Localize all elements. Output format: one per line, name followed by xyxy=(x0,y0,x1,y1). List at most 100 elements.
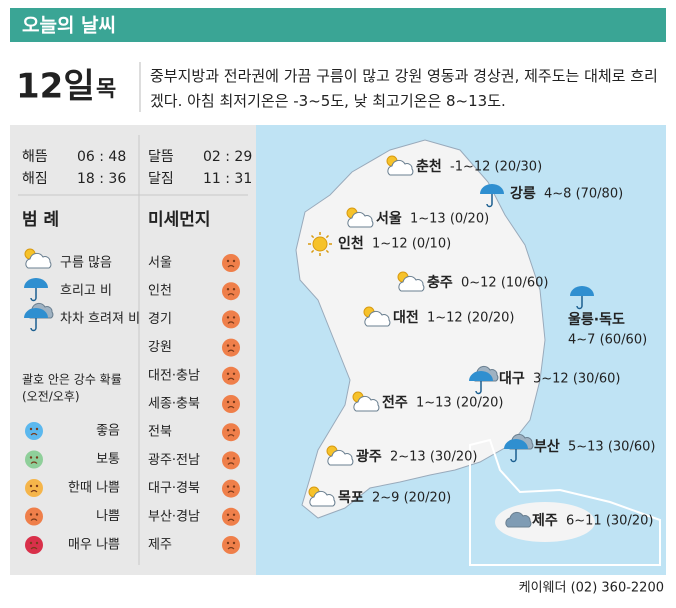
dust-region: 부산·경남 xyxy=(148,509,200,524)
face-eye xyxy=(29,541,33,545)
face-eye xyxy=(226,541,230,545)
legend-item: 차차 흐려져 비 xyxy=(60,312,140,327)
cloud-icon xyxy=(353,395,380,412)
face-mouth xyxy=(227,349,235,353)
face-eye xyxy=(232,485,236,488)
face-mouth xyxy=(30,432,38,436)
city-name: 제주 xyxy=(532,513,558,529)
dust-region: 경기 xyxy=(148,312,172,327)
face-mouth xyxy=(227,546,235,550)
city-name: 대구 xyxy=(499,371,525,387)
weekday: 목 xyxy=(96,77,116,102)
dust-face xyxy=(222,423,240,442)
city-forecast: 3~12 (30/60) xyxy=(533,372,620,387)
face-eye xyxy=(232,429,236,432)
time-value: 18 : 36 xyxy=(77,171,126,187)
region-border xyxy=(469,438,661,566)
city-forecast: 2~9 (20/20) xyxy=(372,491,451,506)
city-name: 충주 xyxy=(427,275,453,291)
time-label: 달짐 xyxy=(148,171,174,187)
cloud-icon xyxy=(309,490,336,507)
face-eye xyxy=(35,427,39,431)
face-mouth xyxy=(30,489,38,493)
face-mouth xyxy=(227,293,235,296)
umbrella-icon xyxy=(570,286,594,296)
face-eye xyxy=(29,484,33,488)
face-mouth xyxy=(227,518,235,522)
city-forecast: 1~13 (0/20) xyxy=(410,212,489,227)
korea-land xyxy=(295,139,546,519)
level-label: 매우 나쁨 xyxy=(68,538,120,553)
face-eye xyxy=(226,259,230,263)
sun-ray xyxy=(325,234,330,239)
city-name: 광주 xyxy=(356,448,382,465)
city-name: 인천 xyxy=(338,235,364,252)
face-mouth xyxy=(227,321,235,324)
dust-region: 제주 xyxy=(148,538,172,553)
face-eye xyxy=(29,456,33,459)
face-mouth xyxy=(227,434,235,437)
legend-note: 괄호 안은 강수 확률 xyxy=(22,373,122,387)
face-eye xyxy=(232,344,236,347)
city-forecast: 1~12 (20/20) xyxy=(427,311,514,326)
cloud-icon xyxy=(364,310,391,327)
level-label: 나쁨 xyxy=(96,509,120,524)
face-eye xyxy=(226,288,230,291)
city-forecast: 1~13 (20/20) xyxy=(416,396,503,411)
city-name: 강릉 xyxy=(510,185,536,202)
dust-face xyxy=(222,451,240,470)
city-name: 서울 xyxy=(376,210,402,227)
face-eye xyxy=(232,372,236,375)
face-mouth xyxy=(30,461,38,464)
sun-ray xyxy=(310,249,315,254)
face-mouth xyxy=(227,377,235,381)
time-value: 11 : 31 xyxy=(203,171,252,187)
umbrella-handle xyxy=(510,449,517,463)
dust-region: 대구·경북 xyxy=(148,481,200,496)
dust-face xyxy=(222,536,240,554)
face-eye xyxy=(226,316,230,319)
legend-item: 구름 많음 xyxy=(60,256,112,271)
dust-face xyxy=(25,450,43,469)
umbrella-handle xyxy=(30,288,37,302)
face-mouth xyxy=(227,264,235,268)
dust-face xyxy=(25,507,43,526)
city-forecast: 2~13 (30/20) xyxy=(390,450,477,465)
cloud-icon xyxy=(347,211,374,228)
jeju-island xyxy=(495,502,595,542)
left-panel xyxy=(10,125,256,575)
face-eye xyxy=(226,457,230,460)
face-mouth xyxy=(227,462,235,465)
sun-icon xyxy=(312,236,328,252)
title: 오늘의 날씨 xyxy=(22,15,116,37)
legend-title: 범 례 xyxy=(22,210,59,230)
cloud-icon xyxy=(25,252,52,269)
face-mouth xyxy=(30,518,38,521)
face-eye xyxy=(232,259,236,263)
city-name: 부산 xyxy=(534,438,560,455)
city-name: 목포 xyxy=(338,490,364,506)
face-mouth xyxy=(227,405,235,409)
dust-region: 대전·충남 xyxy=(148,368,200,383)
face-eye xyxy=(226,485,230,488)
face-eye xyxy=(232,513,236,516)
umbrella-handle xyxy=(576,296,583,310)
face-eye xyxy=(226,513,230,516)
face-eye xyxy=(35,513,39,516)
city-forecast: 6~11 (30/20) xyxy=(566,514,653,529)
face-eye xyxy=(226,400,230,404)
dust-region: 세종·충북 xyxy=(148,397,200,412)
dust-face xyxy=(25,422,43,440)
face-mouth xyxy=(30,546,38,550)
sun-ray xyxy=(325,249,330,254)
face-eye xyxy=(232,541,236,545)
summary: 중부지방과 전라권에 가끔 구름이 많고 강원 영동과 경상권, 제주도는 대체… xyxy=(150,67,658,110)
face-eye xyxy=(35,484,39,488)
cloud-icon xyxy=(505,511,532,528)
face-mouth xyxy=(227,490,235,494)
dust-face xyxy=(222,310,240,329)
city-name: 울릉·독도 xyxy=(568,311,625,328)
dust-face xyxy=(222,479,240,498)
